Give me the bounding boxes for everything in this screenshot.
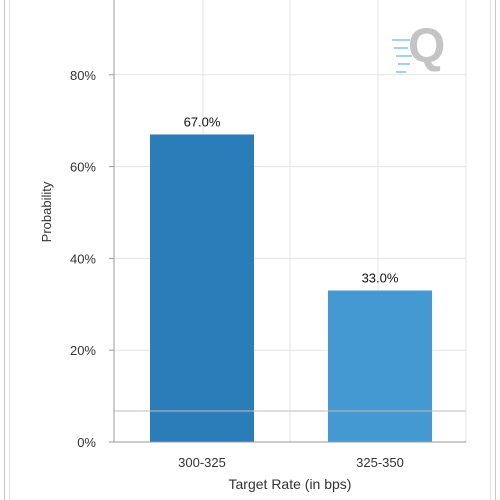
y-tick-label: 20% bbox=[70, 343, 96, 358]
frame-border-right-inner bbox=[490, 0, 491, 500]
axes bbox=[113, 0, 466, 443]
bars bbox=[150, 134, 432, 442]
y-tick-label: 80% bbox=[70, 68, 96, 83]
q-logo-icon: Q bbox=[392, 20, 445, 73]
y-axis-label: Probability bbox=[39, 181, 54, 242]
data-labels: 67.0% 33.0% bbox=[184, 114, 399, 285]
data-label: 67.0% bbox=[184, 114, 221, 129]
x-tick-label: 300-325 bbox=[178, 455, 226, 470]
y-tick-label: 40% bbox=[70, 251, 96, 266]
frame-border-left bbox=[4, 0, 5, 500]
bar-300-325 bbox=[150, 134, 254, 442]
watermark-letter: Q bbox=[408, 20, 445, 73]
x-tick-labels: 300-325 325-350 bbox=[178, 455, 404, 470]
x-axis-label: Target Rate (in bps) bbox=[229, 476, 352, 492]
data-label: 33.0% bbox=[362, 271, 399, 286]
y-tick-labels: 0% 20% 40% 60% 80% bbox=[70, 68, 114, 450]
y-tick-label: 0% bbox=[77, 435, 96, 450]
y-tick-label: 60% bbox=[70, 160, 96, 175]
bar-325-350 bbox=[328, 290, 432, 442]
frame-border-right bbox=[495, 0, 496, 500]
x-tick-label: 325-350 bbox=[356, 455, 404, 470]
frame-border-left-inner bbox=[9, 0, 10, 500]
